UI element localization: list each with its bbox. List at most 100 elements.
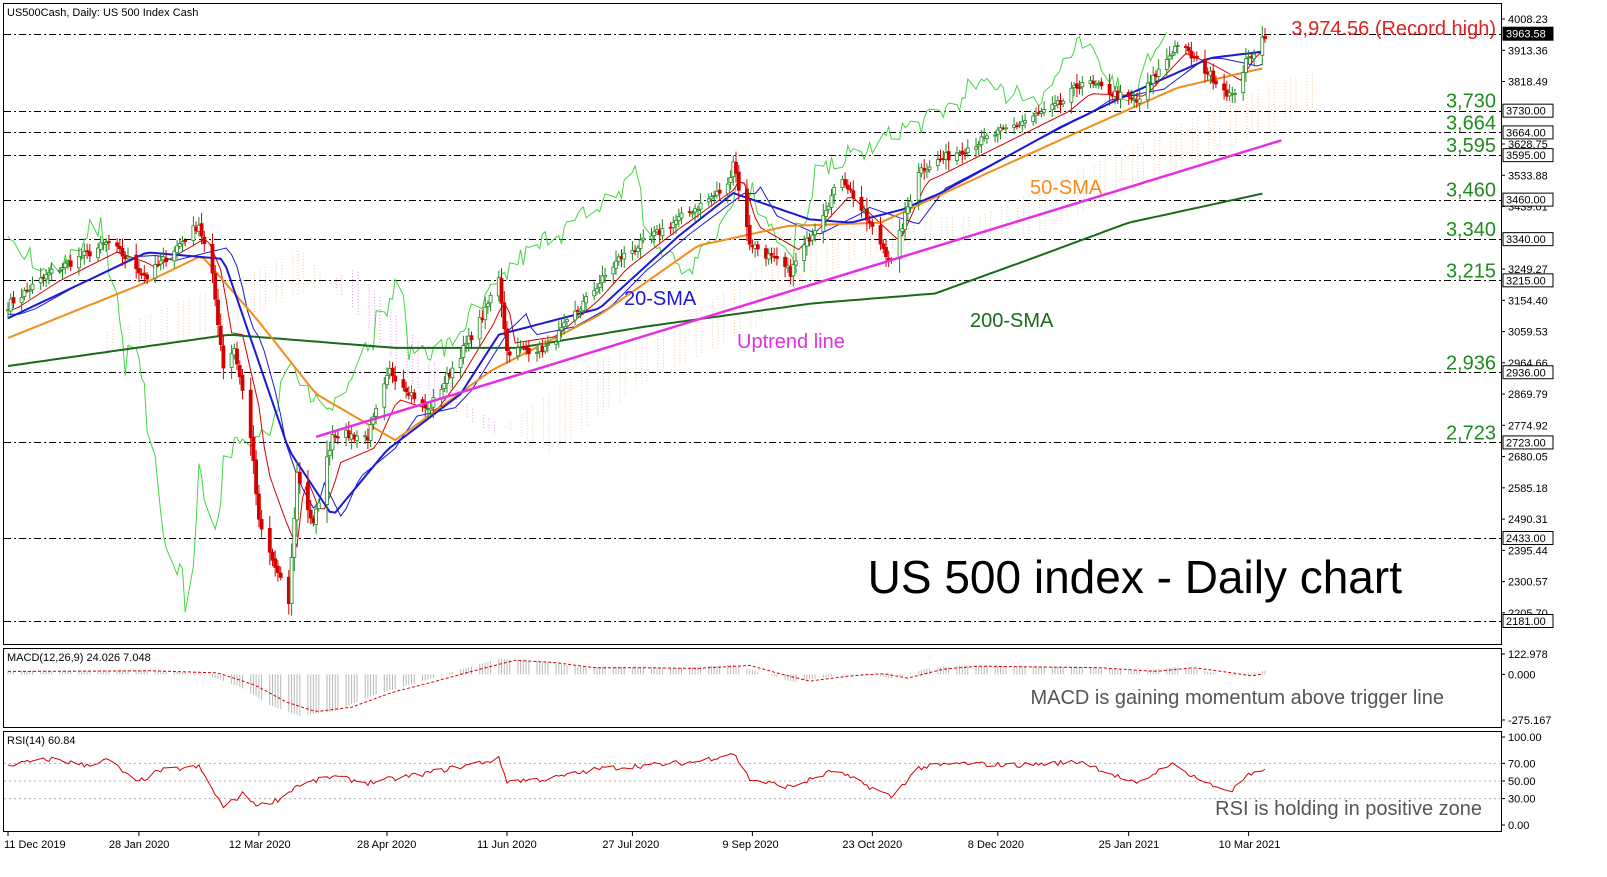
candle [464, 335, 469, 353]
sma20-label: 20-SMA [624, 288, 697, 310]
candle [717, 182, 722, 201]
candle [153, 255, 158, 283]
price-tag-text: 3340.00 [1506, 234, 1546, 246]
price-tag-box [1502, 192, 1554, 207]
price-tag-text: 2723.00 [1506, 437, 1546, 449]
candle [175, 240, 180, 259]
candle-body [636, 247, 640, 252]
candle [614, 250, 618, 275]
y-tick-label: 4008.23 [1508, 14, 1548, 26]
candle [1053, 94, 1057, 111]
candle-body [865, 208, 869, 221]
candle [145, 272, 150, 284]
candle-body [679, 212, 684, 219]
candle-body [946, 151, 951, 161]
candle-body [164, 257, 169, 262]
candle-body [355, 435, 359, 441]
candle [235, 341, 239, 371]
candle [1203, 49, 1207, 83]
rsi-y-tick-label: 100.00 [1508, 732, 1542, 744]
candle [393, 366, 398, 390]
candle-body [597, 283, 602, 288]
candle-body [63, 262, 68, 268]
y-tick-label: 3249.27 [1508, 264, 1548, 276]
candle-body [333, 435, 338, 438]
tenkan-line [7, 50, 1263, 549]
candle-body [275, 565, 280, 574]
candle-body [330, 433, 335, 451]
x-tick-label: 28 Jan 2020 [109, 839, 170, 851]
candle-body [19, 296, 24, 304]
price-tag-box [1502, 103, 1554, 118]
candle-body [485, 303, 490, 307]
candle [505, 321, 509, 364]
candle [278, 566, 283, 581]
candle-body [843, 179, 847, 186]
candle [518, 340, 523, 354]
candle [1211, 63, 1216, 90]
price-tag: 3215.00 [1502, 273, 1554, 288]
candle-body [878, 225, 883, 245]
candle [442, 376, 447, 392]
candle [314, 503, 319, 534]
candle-body [461, 345, 466, 358]
candle-body [998, 127, 1003, 132]
candle-body [117, 245, 122, 249]
candle-body [172, 250, 177, 262]
y-tick-label: 2490.31 [1508, 514, 1548, 526]
candle-body [1050, 103, 1055, 111]
candle [63, 259, 68, 274]
candle [142, 265, 147, 283]
candle-body [925, 169, 929, 173]
candle-body [546, 343, 550, 346]
candle-body [115, 242, 119, 247]
sma50-label: 50-SMA [1030, 177, 1103, 199]
candle [202, 230, 207, 253]
candle-body [145, 274, 150, 280]
candle-body [712, 194, 717, 197]
rsi-line [7, 753, 1266, 809]
candle-body [611, 266, 616, 275]
candle [922, 159, 927, 180]
price-tag: 3963.58 [1502, 26, 1554, 41]
candle-body [428, 407, 433, 411]
y-tick-label: 3533.88 [1508, 170, 1548, 182]
candle [897, 219, 902, 273]
candle [925, 163, 929, 179]
candle-body [27, 289, 32, 292]
candle [611, 262, 616, 284]
candle [900, 223, 905, 234]
candle-body [573, 310, 577, 321]
candle [1020, 115, 1025, 133]
candle [813, 223, 817, 242]
candle [270, 548, 275, 567]
candle-body [210, 243, 215, 274]
candle-body [755, 244, 760, 250]
candle [117, 239, 122, 254]
candle [57, 267, 62, 274]
candle [859, 186, 864, 218]
candle-body [775, 255, 779, 259]
candle-body [976, 144, 981, 147]
uptrend-label: Uptrend line [737, 331, 845, 353]
candle-body [791, 264, 796, 277]
candle [1042, 101, 1046, 117]
sma200-label: 200-SMA [970, 310, 1054, 332]
candle-body [821, 214, 826, 232]
candle [251, 425, 256, 474]
candle-body [85, 250, 89, 253]
chikou-span [7, 32, 1168, 613]
candle-body [922, 168, 927, 171]
candle-body [652, 231, 657, 237]
candle-body [1023, 120, 1027, 124]
candle-body [126, 256, 130, 259]
candle-body [305, 482, 310, 511]
candle-body [603, 275, 607, 278]
candle-body [616, 256, 621, 262]
candle-body [1107, 84, 1112, 95]
candle-body [267, 528, 272, 553]
candle-body [30, 283, 35, 291]
candle-body [297, 471, 302, 484]
candle-body [884, 246, 888, 258]
candle-body [1042, 109, 1046, 113]
